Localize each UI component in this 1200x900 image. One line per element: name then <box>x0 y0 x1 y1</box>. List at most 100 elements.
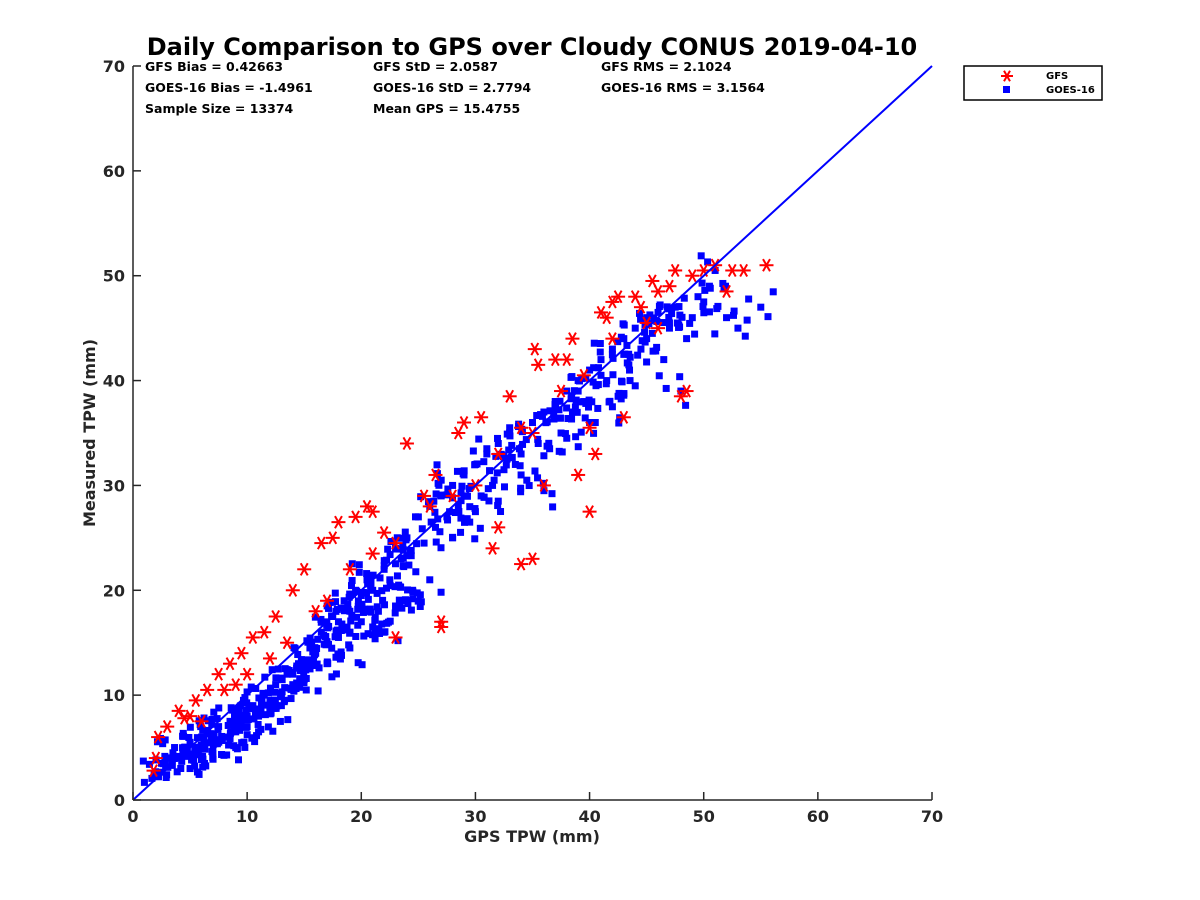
goes-point <box>384 545 392 553</box>
goes-point <box>360 632 368 640</box>
legend-goes-marker <box>1003 86 1010 93</box>
gfs-point <box>240 667 255 681</box>
gfs-point <box>582 505 597 519</box>
goes-point <box>213 715 221 723</box>
goes-point <box>313 660 321 668</box>
goes-point <box>211 740 219 748</box>
goes-point <box>374 607 382 615</box>
goes-point <box>529 419 536 427</box>
goes-point <box>381 601 389 609</box>
goes-point <box>308 638 316 646</box>
goes-point <box>208 720 216 728</box>
goes-point <box>596 340 604 348</box>
goes-point <box>381 628 389 636</box>
goes-point <box>436 528 444 536</box>
goes-point <box>597 371 605 379</box>
goes-point <box>653 343 661 351</box>
goes-point <box>668 310 676 318</box>
goes-point <box>457 514 465 522</box>
stat-text: GOES-16 Bias = -1.4961 <box>145 80 313 95</box>
goes-point <box>608 403 616 411</box>
goes-point <box>404 586 412 594</box>
goes-point <box>485 497 493 505</box>
goes-point <box>254 720 262 728</box>
goes-point <box>266 684 274 692</box>
goes-point <box>202 762 210 770</box>
goes-point <box>680 294 688 302</box>
goes-point <box>284 716 292 724</box>
goes-point <box>608 351 616 359</box>
goes-point <box>344 601 352 609</box>
goes-point <box>705 308 713 316</box>
goes-point <box>623 359 631 367</box>
gfs-point <box>365 505 380 519</box>
x-tick-label: 40 <box>578 807 600 826</box>
goes-point <box>457 528 465 536</box>
goes-point <box>297 661 305 669</box>
goes-point <box>585 396 593 404</box>
goes-point <box>648 329 656 337</box>
goes-point <box>375 625 383 633</box>
goes-point <box>399 562 407 570</box>
goes-point <box>373 589 381 597</box>
goes-point <box>272 681 280 689</box>
goes-point <box>594 404 602 412</box>
goes-point <box>336 655 344 663</box>
gfs-point <box>428 468 443 482</box>
goes-point <box>676 373 684 381</box>
gfs-point <box>268 609 283 624</box>
goes-point <box>193 734 201 742</box>
y-tick-label: 0 <box>114 791 125 810</box>
goes-point <box>502 461 510 469</box>
goes-point <box>269 727 277 735</box>
goes-point <box>253 732 261 740</box>
goes-point <box>571 403 579 411</box>
goes-point <box>378 587 386 595</box>
goes-point <box>398 604 406 612</box>
gfs-point <box>527 342 542 356</box>
goes-point <box>358 661 366 669</box>
goes-point <box>722 282 730 290</box>
gfs-point <box>297 562 312 576</box>
gfs-point <box>194 714 209 728</box>
goes-point <box>340 597 348 605</box>
gfs-point <box>160 720 175 734</box>
goes-point <box>206 730 214 738</box>
gfs-point <box>451 426 466 440</box>
goes-point <box>494 502 502 510</box>
goes-point <box>433 461 441 469</box>
goes-point <box>249 702 257 710</box>
x-tick-label: 30 <box>464 807 486 826</box>
goes-point <box>403 552 411 560</box>
goes-point <box>371 614 379 622</box>
goes-point <box>383 556 391 564</box>
goes-point <box>396 583 404 591</box>
goes-point <box>386 582 394 590</box>
goes-point <box>188 750 196 758</box>
goes-point <box>304 656 312 664</box>
legend: GFS GOES-16 <box>963 65 1103 101</box>
goes-point <box>650 314 658 322</box>
goes-point <box>236 702 244 710</box>
goes-point <box>525 482 533 490</box>
goes-point <box>373 603 381 611</box>
goes-point <box>655 303 663 311</box>
goes-point <box>617 333 625 341</box>
gfs-point <box>576 368 591 382</box>
goes-point <box>234 756 242 764</box>
gfs-point <box>188 693 203 707</box>
y-tick-label: 70 <box>103 57 125 76</box>
goes-point <box>305 661 313 669</box>
goes-point <box>620 350 628 358</box>
goes-point <box>413 540 421 548</box>
goes-point <box>369 571 377 579</box>
x-axis-label: GPS TPW (mm) <box>464 827 600 846</box>
goes-point <box>291 683 299 691</box>
goes-point <box>171 744 179 752</box>
gfs-point <box>616 410 631 424</box>
gfs-point <box>719 284 734 299</box>
goes-point <box>540 408 548 416</box>
gfs-point <box>593 305 608 319</box>
goes-point <box>564 415 572 423</box>
goes-point <box>634 351 642 359</box>
